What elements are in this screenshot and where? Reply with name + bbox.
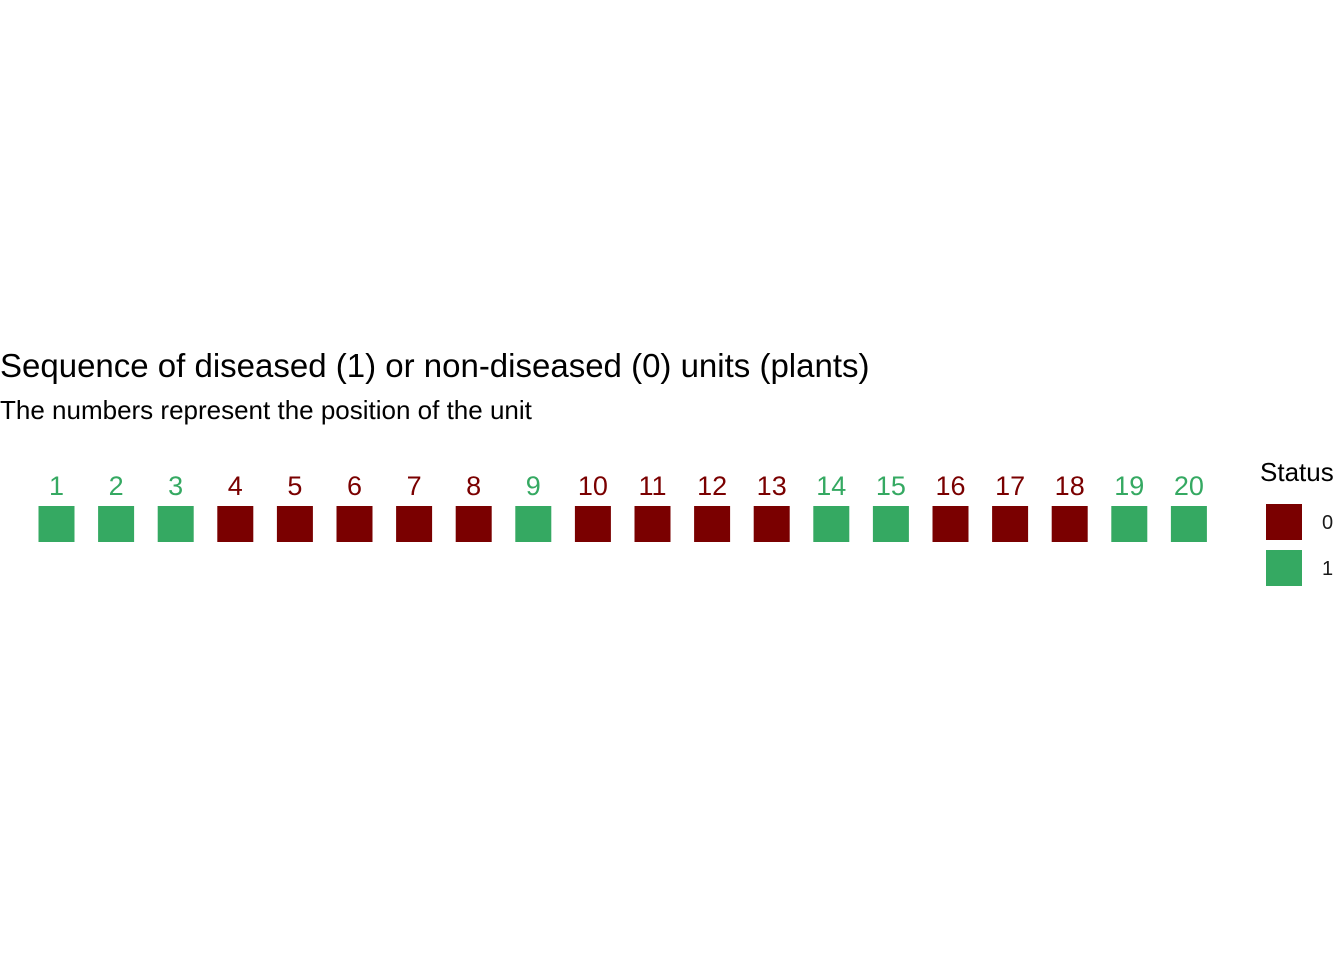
unit-label-15: 15 (876, 471, 906, 501)
unit-18: 18 (1051, 471, 1088, 542)
unit-15: 15 (872, 471, 909, 542)
legend-key-0 (1266, 504, 1302, 540)
legend: Status 01 (1260, 457, 1334, 586)
unit-label-10: 10 (578, 471, 608, 501)
legend-key-1 (1266, 550, 1302, 586)
unit-box-20 (1170, 506, 1207, 542)
unit-box-12 (694, 506, 731, 542)
unit-16: 16 (932, 471, 969, 542)
legend-entry-0: 0 (1266, 504, 1333, 540)
unit-box-1 (38, 506, 75, 542)
unit-box-14 (813, 506, 850, 542)
legend-label-0: 0 (1322, 512, 1333, 534)
unit-box-13 (753, 506, 790, 542)
legend-entries: 01 (1266, 504, 1333, 586)
unit-box-6 (336, 506, 373, 542)
unit-box-15 (872, 506, 909, 542)
unit-label-13: 13 (757, 471, 787, 501)
unit-label-7: 7 (407, 471, 422, 501)
unit-label-11: 11 (638, 471, 666, 501)
unit-box-4 (217, 506, 254, 542)
unit-box-11 (634, 506, 671, 542)
unit-label-8: 8 (466, 471, 481, 501)
unit-box-5 (276, 506, 313, 542)
unit-box-17 (992, 506, 1029, 542)
unit-label-17: 17 (995, 471, 1025, 501)
unit-20: 20 (1170, 471, 1207, 542)
unit-box-16 (932, 506, 969, 542)
unit-box-10 (574, 506, 611, 542)
unit-label-1: 1 (49, 471, 64, 501)
legend-title: Status (1260, 457, 1334, 487)
unit-3: 3 (157, 471, 194, 542)
unit-box-9 (515, 506, 552, 542)
chart-title: Sequence of diseased (1) or non-diseased… (0, 347, 870, 384)
unit-label-2: 2 (109, 471, 124, 501)
unit-box-18 (1051, 506, 1088, 542)
chart-subtitle: The numbers represent the position of th… (0, 395, 533, 425)
unit-label-16: 16 (935, 471, 965, 501)
unit-box-8 (455, 506, 492, 542)
unit-box-2 (98, 506, 135, 542)
unit-19: 19 (1111, 471, 1148, 542)
unit-12: 12 (694, 471, 731, 542)
unit-8: 8 (455, 471, 492, 542)
unit-1: 1 (38, 471, 75, 542)
unit-6: 6 (336, 471, 373, 542)
unit-label-4: 4 (228, 471, 243, 501)
unit-10: 10 (574, 471, 611, 542)
unit-9: 9 (515, 471, 552, 542)
unit-label-19: 19 (1114, 471, 1144, 501)
legend-label-1: 1 (1322, 558, 1333, 580)
unit-label-5: 5 (287, 471, 302, 501)
legend-entry-1: 1 (1266, 550, 1333, 586)
unit-box-19 (1111, 506, 1148, 542)
unit-label-3: 3 (168, 471, 183, 501)
unit-label-18: 18 (1055, 471, 1085, 501)
unit-label-14: 14 (816, 471, 846, 501)
unit-label-6: 6 (347, 471, 362, 501)
unit-13: 13 (753, 471, 790, 542)
unit-11: 11 (634, 471, 671, 542)
unit-2: 2 (98, 471, 135, 542)
unit-14: 14 (813, 471, 850, 542)
unit-7: 7 (396, 471, 433, 542)
unit-4: 4 (217, 471, 254, 542)
unit-label-9: 9 (526, 471, 541, 501)
unit-label-20: 20 (1174, 471, 1204, 501)
unit-17: 17 (992, 471, 1029, 542)
unit-box-3 (157, 506, 194, 542)
unit-label-12: 12 (697, 471, 727, 501)
unit-box-7 (396, 506, 433, 542)
unit-sequence: 1 2 3 4 5 6 7 8 9 10 11 12 13 14 15 16 17 18 19 20 (38, 471, 1207, 542)
unit-5: 5 (276, 471, 313, 542)
